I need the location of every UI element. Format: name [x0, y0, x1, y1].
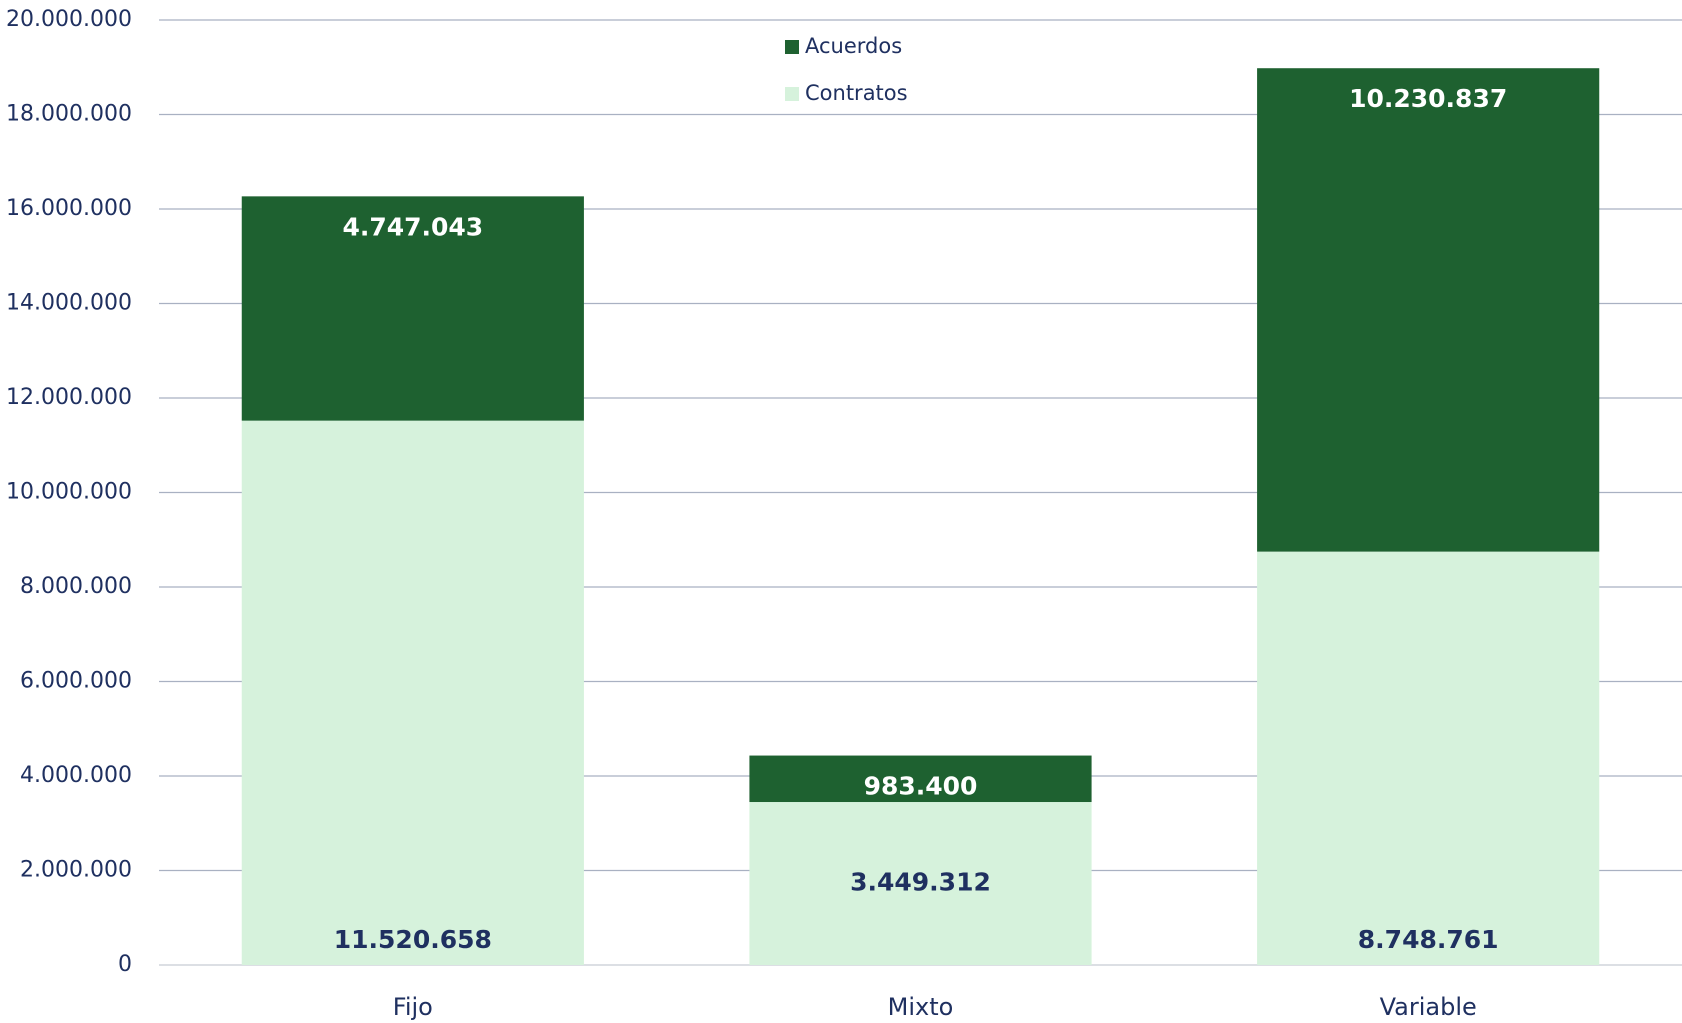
data-label: 4.747.043	[342, 212, 483, 241]
legend-swatch	[785, 87, 799, 101]
x-tick-label: Variable	[1380, 993, 1477, 1021]
legend-swatch	[785, 40, 799, 54]
bar-segment	[749, 802, 1092, 965]
legend-label: Contratos	[805, 81, 908, 105]
y-tick-label: 16.000.000	[6, 196, 132, 221]
data-label: 10.230.837	[1349, 84, 1507, 113]
y-tick-label: 18.000.000	[6, 102, 132, 127]
y-tick-label: 4.000.000	[20, 763, 132, 788]
x-tick-label: Mixto	[888, 993, 954, 1021]
y-tick-label: 10.000.000	[6, 480, 132, 505]
y-tick-label: 12.000.000	[6, 385, 132, 410]
data-label: 8.748.761	[1358, 925, 1499, 954]
bar-segment	[749, 755, 1092, 803]
bar-segment	[241, 196, 584, 421]
x-tick-label: Fijo	[393, 993, 433, 1021]
data-label: 11.520.658	[334, 925, 492, 954]
data-label: 983.400	[864, 772, 978, 801]
y-tick-label: 0	[118, 952, 132, 977]
bar-segment	[241, 420, 584, 965]
y-tick-label: 6.000.000	[20, 669, 132, 694]
data-label: 3.449.312	[850, 868, 991, 897]
y-tick-label: 2.000.000	[20, 858, 132, 883]
legend-label: Acuerdos	[805, 34, 902, 58]
bar-segment	[1257, 551, 1600, 965]
y-tick-label: 8.000.000	[20, 574, 132, 599]
y-tick-label: 20.000.000	[6, 7, 132, 32]
y-tick-label: 14.000.000	[6, 291, 132, 316]
bar-segment	[1257, 68, 1600, 552]
